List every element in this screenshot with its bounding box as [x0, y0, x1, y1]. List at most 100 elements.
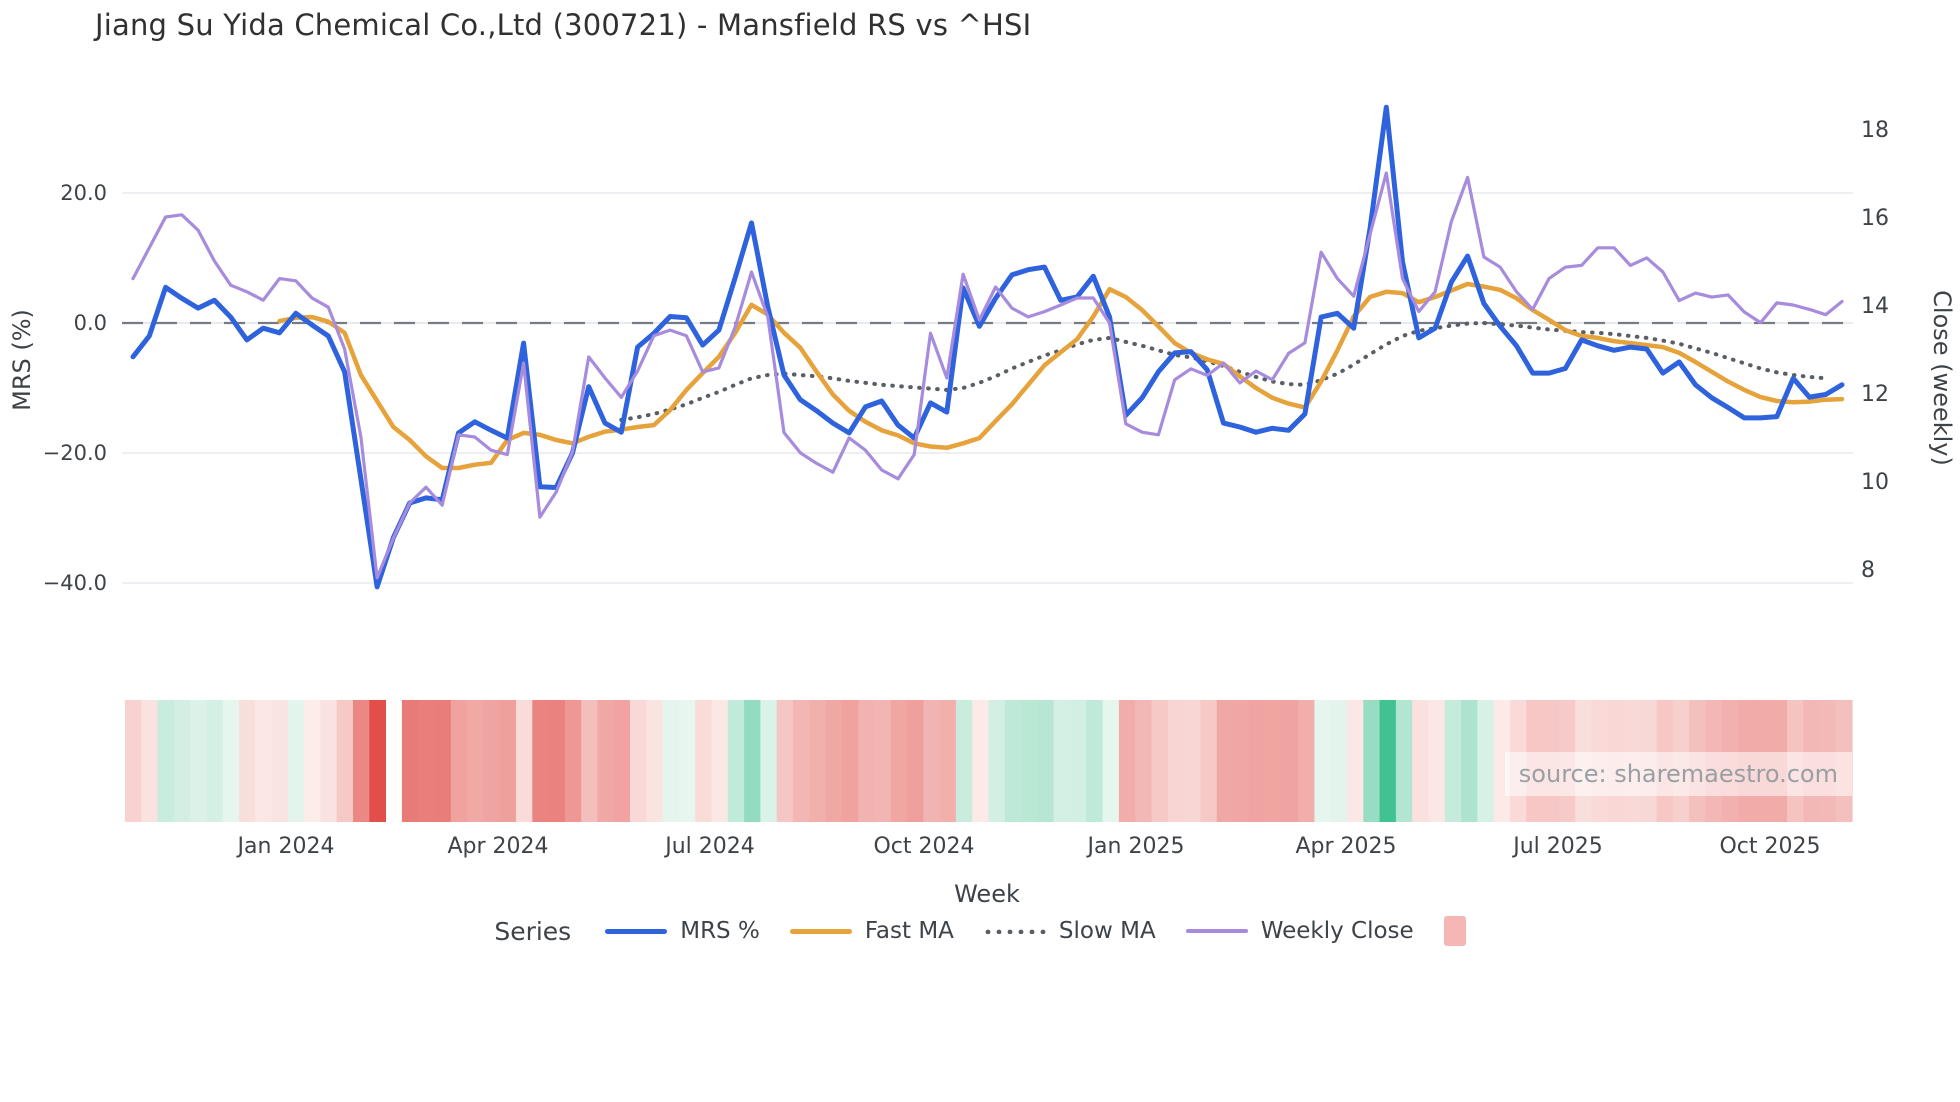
heatmap-cell	[760, 700, 778, 822]
heatmap-cell	[1444, 700, 1462, 822]
heatmap-cell	[353, 700, 370, 822]
heatmap-cell	[597, 700, 615, 822]
heatmap-cell	[1314, 700, 1332, 822]
x-axis-tick-label: Oct 2024	[873, 834, 974, 859]
heatmap-cell	[271, 700, 289, 822]
series-line-mrs-	[130, 104, 1845, 590]
left-axis-tick-label: 20.0	[60, 181, 107, 205]
heatmap-cell	[1412, 700, 1429, 822]
dot	[1040, 929, 1046, 934]
heatmap-cell	[1184, 700, 1201, 822]
heatmap-cell	[678, 700, 696, 822]
heatmap-cell	[630, 700, 647, 822]
heatmap-cell	[646, 700, 663, 822]
legend-item-label: Weekly Close	[1260, 918, 1414, 944]
heatmap-cell	[874, 700, 892, 822]
heatmap-cell	[1118, 700, 1136, 822]
heatmap-cell	[793, 700, 810, 822]
heatmap-swatch-icon	[1443, 916, 1466, 946]
x-axis-tick-label: Jan 2025	[1086, 834, 1185, 859]
heatmap-cell	[450, 700, 468, 822]
heatmap-cell	[255, 700, 272, 822]
heatmap-cell	[499, 700, 517, 822]
heatmap-cell	[1216, 700, 1234, 822]
heatmap-cell	[483, 700, 501, 822]
heatmap-cell	[711, 700, 729, 822]
heatmap-cell	[1151, 700, 1169, 822]
heatmap-cell	[206, 700, 224, 822]
heatmap-cell	[157, 700, 175, 822]
weekly-close-line-swatch-icon	[1185, 929, 1248, 933]
heatmap-cell	[516, 700, 533, 822]
heatmap-cell	[988, 700, 1006, 822]
heatmap-cell	[369, 700, 386, 822]
heatmap-cell	[1086, 700, 1103, 822]
heatmap-cell	[972, 700, 989, 822]
right-axis-title: Close (weekly)	[1928, 290, 1956, 466]
heatmap-cell	[1135, 700, 1152, 822]
legend-item-weekly-close: Weekly Close	[1185, 918, 1414, 944]
heatmap-cell	[581, 700, 598, 822]
x-axis-tick-label: Jul 2025	[1511, 834, 1603, 859]
heatmap-cell	[1167, 700, 1185, 822]
heatmap-cell	[809, 700, 826, 822]
heatmap-cell	[1037, 700, 1055, 822]
heatmap-cell	[1200, 700, 1218, 822]
heatmap-cell	[532, 700, 549, 822]
heatmap-cell	[841, 700, 859, 822]
heatmap-cell	[1347, 700, 1364, 822]
heatmap-cell	[1070, 700, 1087, 822]
right-axis-tick-label: 18	[1861, 118, 1889, 143]
legend-item-label: Fast MA	[864, 918, 954, 944]
heatmap-cell	[1102, 700, 1120, 822]
right-axis-tick-label: 14	[1861, 294, 1889, 319]
heatmap-cell	[858, 700, 875, 822]
x-axis-tick-label: Jan 2024	[236, 834, 335, 859]
legend-item-fast-ma: Fast MA	[789, 918, 954, 944]
left-axis-tick-label: −40.0	[43, 571, 107, 595]
heatmap-cell	[239, 700, 256, 822]
series-line-weekly-close	[131, 171, 1844, 580]
legend-title: Series	[494, 916, 572, 946]
heatmap-cell	[1330, 700, 1348, 822]
heatmap-cell	[744, 700, 761, 822]
heatmap-cell	[564, 700, 582, 822]
fast-ma-line-swatch-icon	[789, 928, 852, 934]
heatmap-cell	[1233, 700, 1250, 822]
left-axis-tick-label: 0.0	[74, 311, 107, 335]
dot	[985, 929, 991, 934]
x-axis-tick-label: Apr 2025	[1295, 834, 1396, 859]
heatmap-cell	[1021, 700, 1038, 822]
series-line-fast-ma	[277, 281, 1845, 471]
heatmap-cell	[336, 700, 354, 822]
left-axis-tick-label: −20.0	[43, 441, 107, 465]
legend-item-label: Slow MA	[1058, 918, 1156, 944]
heatmap-cell	[1363, 700, 1380, 822]
dot	[1018, 929, 1024, 934]
heatmap-cell	[727, 700, 745, 822]
heatmap-cell	[173, 700, 191, 822]
heatmap-cell	[467, 700, 484, 822]
heatmap-cell	[955, 700, 973, 822]
heatmap-cell	[190, 700, 207, 822]
left-axis-title: MRS (%)	[8, 309, 36, 411]
dot	[1029, 929, 1035, 934]
series-line-slow-ma	[619, 321, 1828, 422]
heatmap-cell	[1428, 700, 1446, 822]
heatmap-cell	[1004, 700, 1022, 822]
heatmap-cell	[1461, 700, 1478, 822]
slow-ma-dotted-swatch-icon	[985, 929, 1046, 934]
heatmap-cell	[1265, 700, 1283, 822]
heatmap-cell	[320, 700, 338, 822]
heatmap-cell	[287, 700, 305, 822]
heatmap-cell	[418, 700, 435, 822]
x-axis-tick-label: Jul 2024	[663, 834, 755, 859]
x-axis-title: Week	[954, 880, 1020, 908]
heatmap-cell	[304, 700, 321, 822]
dot	[996, 929, 1002, 934]
heatmap-cell	[1053, 700, 1071, 822]
heatmap-cell	[890, 700, 908, 822]
source-attribution: source: sharemaestro.com	[1504, 752, 1852, 796]
x-axis-tick-label: Oct 2025	[1719, 834, 1820, 859]
